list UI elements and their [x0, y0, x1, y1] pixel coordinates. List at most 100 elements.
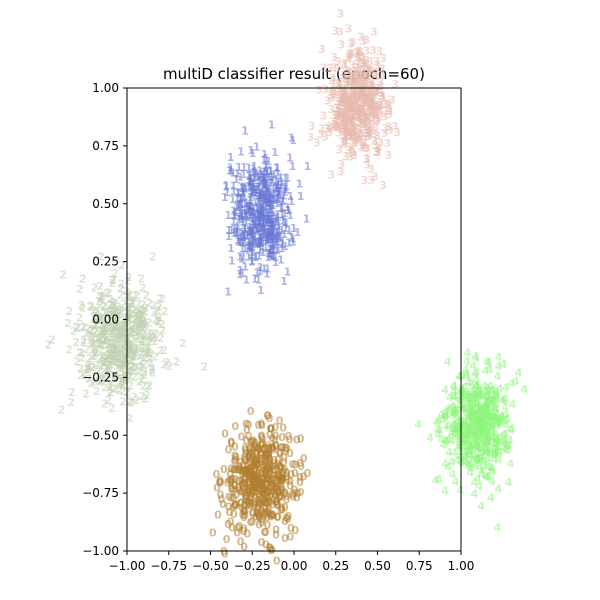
- point-1: 1: [229, 180, 237, 193]
- point-0: 0: [246, 441, 254, 454]
- point-0: 0: [293, 491, 301, 504]
- point-2: 2: [117, 319, 125, 332]
- point-3: 3: [348, 59, 356, 72]
- point-1: 1: [248, 185, 256, 198]
- point-1: 1: [263, 182, 271, 195]
- point-3: 3: [362, 54, 370, 67]
- point-3: 3: [386, 105, 394, 118]
- point-1: 1: [233, 201, 241, 214]
- point-0: 0: [249, 508, 257, 521]
- point-0: 0: [231, 473, 239, 486]
- point-2: 2: [119, 396, 127, 409]
- point-2: 2: [98, 360, 106, 373]
- point-3: 3: [356, 85, 364, 98]
- point-1: 1: [263, 214, 271, 227]
- point-3: 3: [348, 98, 356, 111]
- point-3: 3: [350, 92, 358, 105]
- point-3: 3: [360, 120, 368, 133]
- point-3: 3: [320, 61, 328, 74]
- point-4: 4: [494, 360, 502, 373]
- point-1: 1: [267, 176, 275, 189]
- point-3: 3: [350, 132, 358, 145]
- point-2: 2: [150, 305, 158, 318]
- point-0: 0: [257, 446, 265, 459]
- point-3: 3: [320, 110, 328, 123]
- point-2: 2: [133, 333, 141, 346]
- point-1: 1: [267, 165, 275, 178]
- point-0: 0: [219, 498, 227, 511]
- point-0: 0: [271, 489, 279, 502]
- point-1: 1: [265, 210, 273, 223]
- point-3: 3: [356, 44, 364, 57]
- point-3: 3: [359, 103, 367, 116]
- point-2: 2: [135, 321, 143, 334]
- point-3: 3: [355, 102, 363, 115]
- point-3: 3: [337, 158, 345, 171]
- point-0: 0: [261, 526, 269, 539]
- point-0: 0: [257, 478, 265, 491]
- point-3: 3: [351, 109, 359, 122]
- point-1: 1: [241, 226, 249, 239]
- point-2: 2: [109, 274, 117, 287]
- point-2: 2: [100, 301, 108, 314]
- point-3: 3: [332, 102, 340, 115]
- point-2: 2: [121, 353, 129, 366]
- point-3: 3: [353, 93, 361, 106]
- point-0: 0: [285, 430, 293, 443]
- point-1: 1: [242, 182, 250, 195]
- point-4: 4: [496, 431, 504, 444]
- point-1: 1: [232, 173, 240, 186]
- point-1: 1: [256, 244, 264, 257]
- point-0: 0: [228, 482, 236, 495]
- point-0: 0: [251, 496, 259, 509]
- point-0: 0: [261, 502, 269, 515]
- point-0: 0: [269, 498, 277, 511]
- point-2: 2: [155, 301, 163, 314]
- point-1: 1: [241, 234, 249, 247]
- point-0: 0: [291, 484, 299, 497]
- point-2: 2: [115, 352, 123, 365]
- point-1: 1: [250, 172, 258, 185]
- point-0: 0: [251, 454, 259, 467]
- point-4: 4: [432, 474, 440, 487]
- point-0: 0: [254, 472, 262, 485]
- point-1: 1: [270, 228, 278, 241]
- point-3: 3: [350, 129, 358, 142]
- point-0: 0: [263, 455, 271, 468]
- point-3: 3: [358, 80, 366, 93]
- point-1: 1: [231, 210, 239, 223]
- point-1: 1: [273, 182, 281, 195]
- point-2: 2: [76, 312, 84, 325]
- point-0: 0: [300, 452, 308, 465]
- point-3: 3: [343, 64, 351, 77]
- point-3: 3: [360, 90, 368, 103]
- point-3: 3: [369, 44, 377, 57]
- point-3: 3: [365, 118, 373, 131]
- point-1: 1: [263, 169, 271, 182]
- point-1: 1: [273, 227, 281, 240]
- point-3: 3: [385, 121, 393, 134]
- point-3: 3: [350, 65, 358, 78]
- point-3: 3: [360, 71, 368, 84]
- point-1: 1: [263, 165, 271, 178]
- point-2: 2: [132, 350, 140, 363]
- point-3: 3: [335, 126, 343, 139]
- point-2: 2: [98, 324, 106, 337]
- point-2: 2: [96, 376, 104, 389]
- point-3: 3: [366, 87, 374, 100]
- point-0: 0: [269, 481, 277, 494]
- point-2: 2: [149, 299, 157, 312]
- point-1: 1: [278, 242, 286, 255]
- point-3: 3: [349, 121, 357, 134]
- point-0: 0: [272, 481, 280, 494]
- point-3: 3: [339, 103, 347, 116]
- chart-title: multiD classifier result (epoch=60): [163, 65, 425, 83]
- point-3: 3: [354, 90, 362, 103]
- point-1: 1: [255, 215, 263, 228]
- point-2: 2: [119, 361, 127, 374]
- point-1: 1: [239, 215, 247, 228]
- point-2: 2: [106, 363, 114, 376]
- point-0: 0: [245, 484, 253, 497]
- point-3: 3: [356, 106, 364, 119]
- point-1: 1: [271, 251, 279, 264]
